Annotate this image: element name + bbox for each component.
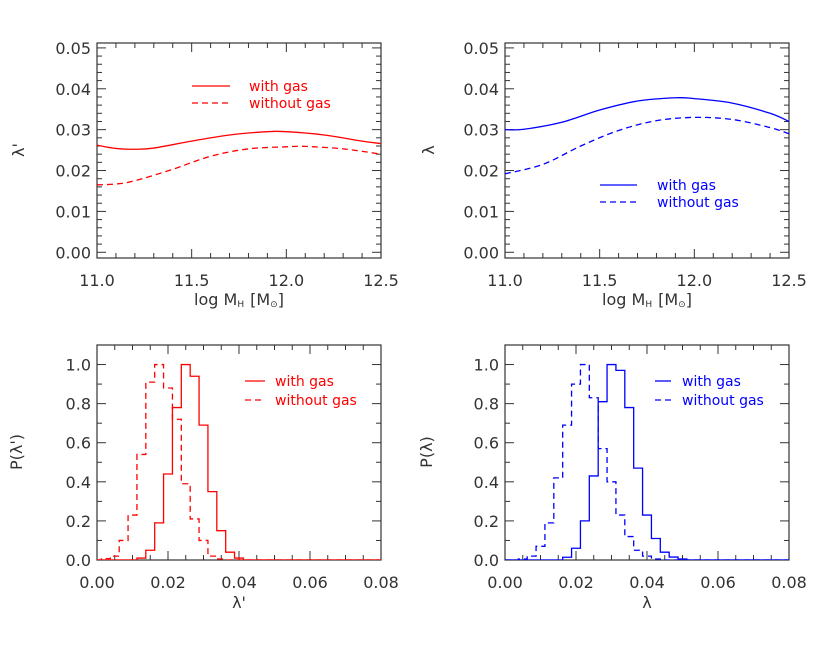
series-with-gas [97,363,381,560]
y-tick-label: 0.00 [463,243,499,262]
series-with-gas [505,96,789,131]
plot-frame [96,344,382,561]
x-axis-label-xlabel-sub: H [237,300,244,310]
y-tick-label: 0.05 [463,39,499,58]
y-tick-label: 0.04 [55,80,91,99]
y-axis-label: λ [419,145,438,154]
series-group [505,96,789,175]
y-tick-label: 0.4 [474,473,499,492]
x-tick-label: 12.0 [677,271,713,290]
x-axis-label-xlabel-unit-end: ] [278,290,284,309]
y-tick-label: 0.04 [463,80,499,99]
x-tick-label: 12.0 [269,271,305,290]
x-tick-label: 0.06 [700,573,736,592]
x-axis-label-xlabel-unit-end: ] [686,290,692,309]
y-tick-label: 0.6 [474,434,499,453]
series-without-gas [505,363,789,560]
x-tick-label: 0.08 [363,573,399,592]
series-without-gas [505,116,789,175]
y-tick-label: 0.0 [66,551,91,570]
panel-bottom-left: 0.00 0.02 0.04 0.06 0.08 0.0 0.2 0.4 0.6 0.8 1.0 P(… [7,344,399,612]
legend-label: with gas [275,374,334,390]
x-tick-label: 0.08 [771,573,807,592]
x-tick-label: 12.5 [771,271,807,290]
x-axis-label: λ [642,593,651,612]
legend-label: with gas [249,79,308,95]
panel-bottom-right: 0.00 0.02 0.04 0.06 0.08 0.0 0.2 0.4 0.6 0.8 1.0 P(… [417,344,807,612]
x-axis-label-xlabel-unit: [M [658,290,678,309]
x-tick-label: 0.04 [221,573,257,592]
legend-label: with gas [657,178,716,194]
panel-top-right: 11.0 11.5 12.0 12.5 0.00 0.01 0.02 0.03 0.04 0.05… [419,39,807,310]
legend-label: without gas [682,393,764,409]
x-axis-label-xlabel-unit-sub: ⊙ [678,300,686,310]
y-tick-label: 0.0 [474,551,499,570]
x-axis-label-xlabel-sub: H [645,300,652,310]
x-tick-label: 0.06 [292,573,328,592]
y-tick-label: 0.8 [474,395,499,414]
x-axis-label-xlabel: log M [194,290,237,309]
y-tick-label: 0.03 [55,121,91,140]
y-axis-label: λ' [9,143,28,157]
x-tick-label: 0.00 [487,573,523,592]
x-tick-label: 0.04 [629,573,665,592]
y-tick-label: 0.01 [463,202,499,221]
panel-top-left: 11.0 11.5 12.0 12.5 0.00 0.01 0.02 0.03 0.04 0.05… [9,39,399,310]
legend-label: with gas [682,374,741,390]
series-without-gas [97,363,381,560]
legend-label: without gas [249,96,331,112]
x-axis-label: log MH [M⊙] [602,290,692,310]
y-tick-label: 0.8 [66,395,91,414]
y-tick-label: 1.0 [474,356,499,375]
y-axis-label: P(λ) [417,436,436,468]
legend-label: without gas [275,393,357,409]
x-axis-label: λ' [232,593,246,612]
series-with-gas [97,130,381,150]
y-axis-label: P(λ') [7,434,26,470]
x-tick-label: 11.5 [174,271,210,290]
series-group [97,363,381,560]
x-tick-label: 12.5 [363,271,399,290]
x-axis-label: log MH [M⊙] [194,290,284,310]
x-tick-label: 11.5 [582,271,618,290]
series-without-gas [97,145,381,186]
y-tick-label: 0.05 [55,39,91,58]
x-axis-label-xlabel: log M [602,290,645,309]
y-tick-label: 1.0 [66,356,91,375]
x-tick-label: 0.02 [558,573,594,592]
y-tick-label: 0.2 [474,512,499,531]
x-tick-label: 0.02 [150,573,186,592]
plot-frame [504,344,790,561]
x-tick-label: 11.0 [487,271,523,290]
y-tick-label: 0.02 [463,162,499,181]
y-tick-label: 0.6 [66,434,91,453]
y-tick-label: 0.03 [463,121,499,140]
plot-frame [96,42,382,259]
series-with-gas [505,363,789,560]
series-group [505,363,789,560]
x-tick-label: 0.00 [79,573,115,592]
series-group [97,130,381,186]
plot-frame [504,42,790,259]
y-tick-label: 0.01 [55,202,91,221]
x-axis-label-xlabel-unit: [M [250,290,270,309]
x-axis-label-xlabel-unit-sub: ⊙ [270,300,278,310]
y-tick-label: 0.00 [55,243,91,262]
legend-label: without gas [657,195,739,211]
x-tick-label: 11.0 [79,271,115,290]
y-tick-label: 0.2 [66,512,91,531]
y-tick-label: 0.02 [55,162,91,181]
y-tick-label: 0.4 [66,473,91,492]
